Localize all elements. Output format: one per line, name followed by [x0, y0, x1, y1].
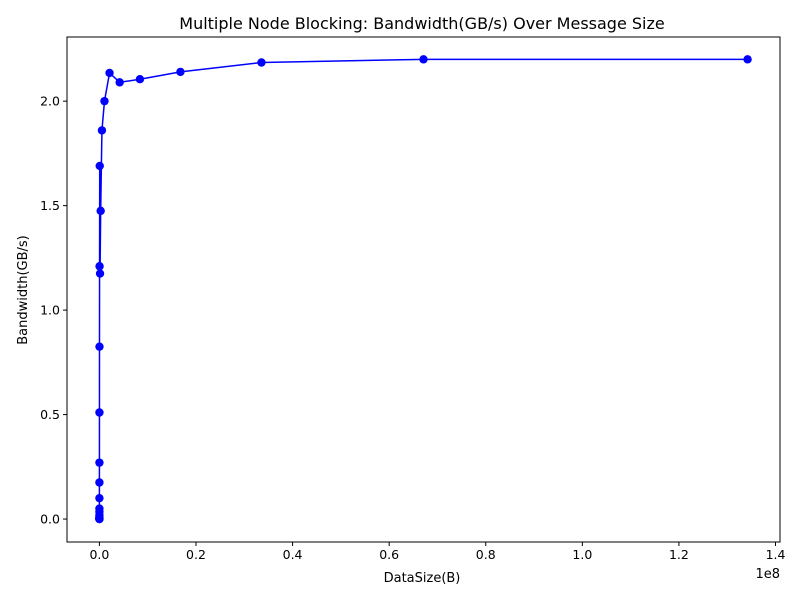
data-point — [95, 493, 104, 503]
chart-title: Multiple Node Blocking: Bandwidth(GB/s) … — [179, 14, 664, 33]
x-axis-label: DataSize(B) — [384, 571, 461, 586]
x-tick-label: 0.4 — [283, 547, 303, 562]
data-point — [257, 58, 266, 67]
data-point — [95, 262, 104, 271]
data-point — [95, 408, 104, 417]
data-point — [100, 96, 109, 106]
y-tick-label: 0.0 — [40, 512, 60, 527]
data-point — [95, 458, 104, 467]
x-tick-label: 1.4 — [766, 547, 786, 562]
y-tick-label: 1.5 — [40, 198, 60, 213]
x-tick-label: 0.8 — [476, 547, 496, 562]
plot-area-frame — [66, 36, 781, 543]
x-axis-ticks: 0.0 0.2 0.4 0.6 0.8 1.0 1.2 1.4 — [89, 542, 785, 562]
x-tick-label: 1.2 — [669, 547, 689, 562]
x-tick-label: 0.0 — [89, 547, 109, 562]
series-layer — [95, 55, 752, 524]
data-point — [97, 126, 107, 135]
x-tick-label: 1.0 — [572, 547, 592, 562]
data-point — [95, 504, 104, 513]
series-line — [98, 58, 748, 520]
data-point — [115, 78, 124, 87]
data-point — [95, 269, 105, 278]
data-point — [743, 55, 752, 64]
x-tick-label: 0.2 — [186, 547, 206, 562]
y-axis-label: Bandwidth(GB/s) — [16, 235, 31, 345]
x-axis-multiplier: 1e8 — [755, 567, 780, 582]
data-point — [95, 478, 104, 487]
y-tick-label: 1.0 — [40, 303, 60, 318]
y-axis-ticks: 0.0 0.5 1.0 1.5 2.0 — [40, 94, 67, 527]
y-tick-label: 0.5 — [40, 407, 60, 422]
data-point — [96, 206, 105, 216]
data-point — [105, 68, 114, 78]
data-point — [95, 342, 104, 351]
data-point — [176, 67, 185, 77]
data-point — [419, 55, 428, 64]
y-tick-label: 2.0 — [40, 94, 60, 109]
data-point — [135, 75, 145, 84]
x-tick-label: 0.6 — [379, 547, 399, 562]
data-point — [95, 161, 104, 171]
